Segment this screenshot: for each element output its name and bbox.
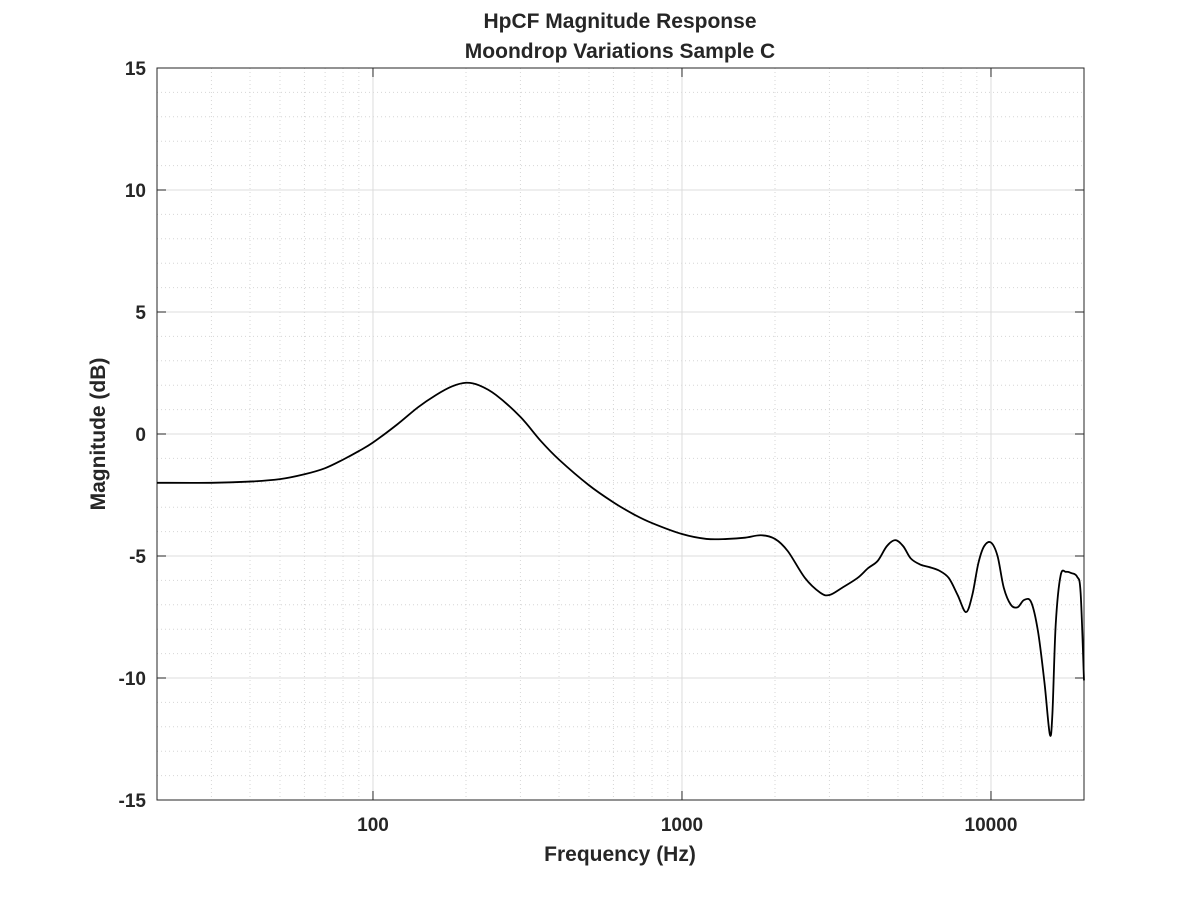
x-tick-label: 10000 (965, 815, 1018, 836)
tick-marks (157, 67, 1084, 801)
x-axis-label: Frequency (Hz) (544, 843, 696, 866)
y-tick-label: 0 (135, 425, 146, 446)
major-grid (157, 68, 1084, 800)
x-tick-label: 1000 (661, 815, 703, 836)
series-layer (156, 381, 1085, 737)
minor-grid (157, 68, 1084, 800)
y-tick-label: -5 (129, 547, 146, 568)
chart-title-line-1: HpCF Magnitude Response (483, 10, 756, 33)
y-tick-label: -10 (119, 669, 146, 690)
y-axis-label: Magnitude (dB) (87, 358, 110, 511)
y-tick-labels: -15 -10 -5 0 5 10 15 (119, 59, 147, 812)
x-tick-label: 100 (357, 815, 389, 836)
y-tick-label: 5 (135, 303, 146, 324)
y-tick-label: -15 (119, 791, 147, 812)
y-tick-label: 10 (125, 181, 146, 202)
x-tick-labels: 100 1000 10000 (357, 815, 1017, 836)
magnitude-response-line (156, 381, 1085, 737)
y-tick-label: 15 (125, 59, 147, 80)
chart-title-line-2: Moondrop Variations Sample C (465, 40, 775, 63)
